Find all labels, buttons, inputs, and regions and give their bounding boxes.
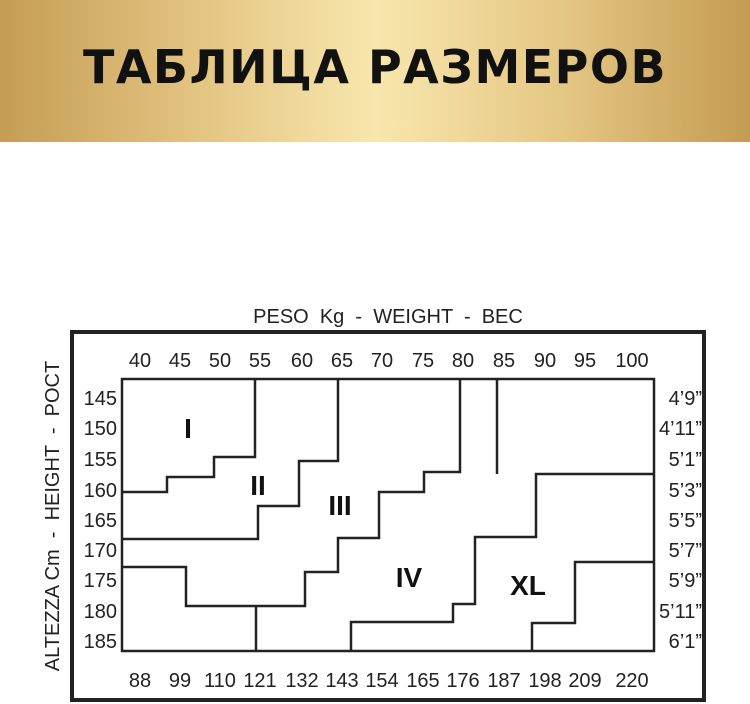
weight-lbs-tick: 220 (615, 670, 648, 692)
height-cm-tick: 170 (84, 540, 117, 562)
height-cm-tick: 155 (84, 449, 117, 471)
weight-lbs-tick: 176 (446, 670, 479, 692)
title-banner: ТАБЛИЦА РАЗМЕРОВ (0, 0, 750, 142)
weight-kg-tick: 70 (371, 350, 393, 372)
height-ft-tick: 5’3” (669, 480, 702, 502)
height-ft-tick: 5’11” (659, 601, 702, 623)
border-size-I (122, 379, 257, 494)
weight-lbs-tick: 198 (528, 670, 561, 692)
weight-kg-tick: 65 (331, 350, 353, 372)
weight-kg-tick: 85 (493, 350, 515, 372)
weight-kg-tick: 60 (291, 350, 313, 372)
border-size-II (122, 379, 340, 541)
height-cm-tick: 150 (84, 418, 117, 440)
weight-lbs-tick: 88 (129, 670, 151, 692)
height-ft-tick: 5’5” (669, 510, 702, 532)
size-label-I: I (184, 413, 192, 444)
weight-lbs-tick: 99 (169, 670, 191, 692)
weight-kg-tick: 75 (412, 350, 434, 372)
height-ft-tick: 4’11” (659, 418, 702, 440)
border-size-IV (349, 472, 654, 651)
height-ft-tick: 4’9” (669, 388, 702, 410)
grid-frame (120, 377, 656, 653)
weight-kg-tick: 45 (169, 350, 191, 372)
weight-lbs-tick: 187 (487, 670, 520, 692)
size-label-XL: XL (510, 570, 546, 601)
size-label-III: III (328, 490, 351, 521)
weight-kg-tick: 55 (249, 350, 271, 372)
weight-lbs-tick: 165 (406, 670, 439, 692)
height-cm-tick: 175 (84, 570, 117, 592)
size-label-II: II (250, 470, 266, 501)
weight-kg-tick: 40 (129, 350, 151, 372)
height-cm-tick: 145 (84, 388, 117, 410)
height-cm-tick: 180 (84, 601, 117, 623)
border-size-III (122, 379, 462, 608)
weight-kg-tick: 100 (615, 350, 648, 372)
weight-lbs-tick: 110 (204, 670, 236, 692)
weight-lbs-tick: 132 (285, 670, 318, 692)
weight-kg-tick: 50 (209, 350, 231, 372)
height-ft-tick: 5’1” (669, 449, 702, 471)
outer-frame (70, 330, 706, 702)
height-ft-tick: 6’1” (669, 631, 702, 653)
height-ft-tick: 5’7” (669, 540, 702, 562)
weight-axis-title: PESO Kg - WEIGHT - BEC (253, 306, 523, 328)
height-axis-title: ALTEZZA Cm - HEIGHT - POCT (42, 361, 64, 671)
weight-kg-tick: 80 (452, 350, 474, 372)
weight-kg-tick: 90 (534, 350, 556, 372)
weight-lbs-tick: 143 (325, 670, 358, 692)
height-cm-tick: 165 (84, 510, 117, 532)
page-title: ТАБЛИЦА РАЗМЕРОВ (82, 40, 668, 94)
height-cm-tick: 185 (84, 631, 117, 653)
weight-lbs-tick: 121 (243, 670, 276, 692)
weight-kg-tick: 95 (574, 350, 596, 372)
weight-lbs-tick: 209 (568, 670, 601, 692)
weight-lbs-tick: 154 (365, 670, 398, 692)
height-ft-tick: 5’9” (669, 570, 702, 592)
size-label-IV: IV (396, 562, 423, 593)
size-region-borders (120, 377, 656, 653)
border-size-XL (530, 560, 654, 651)
height-cm-tick: 160 (84, 480, 117, 502)
